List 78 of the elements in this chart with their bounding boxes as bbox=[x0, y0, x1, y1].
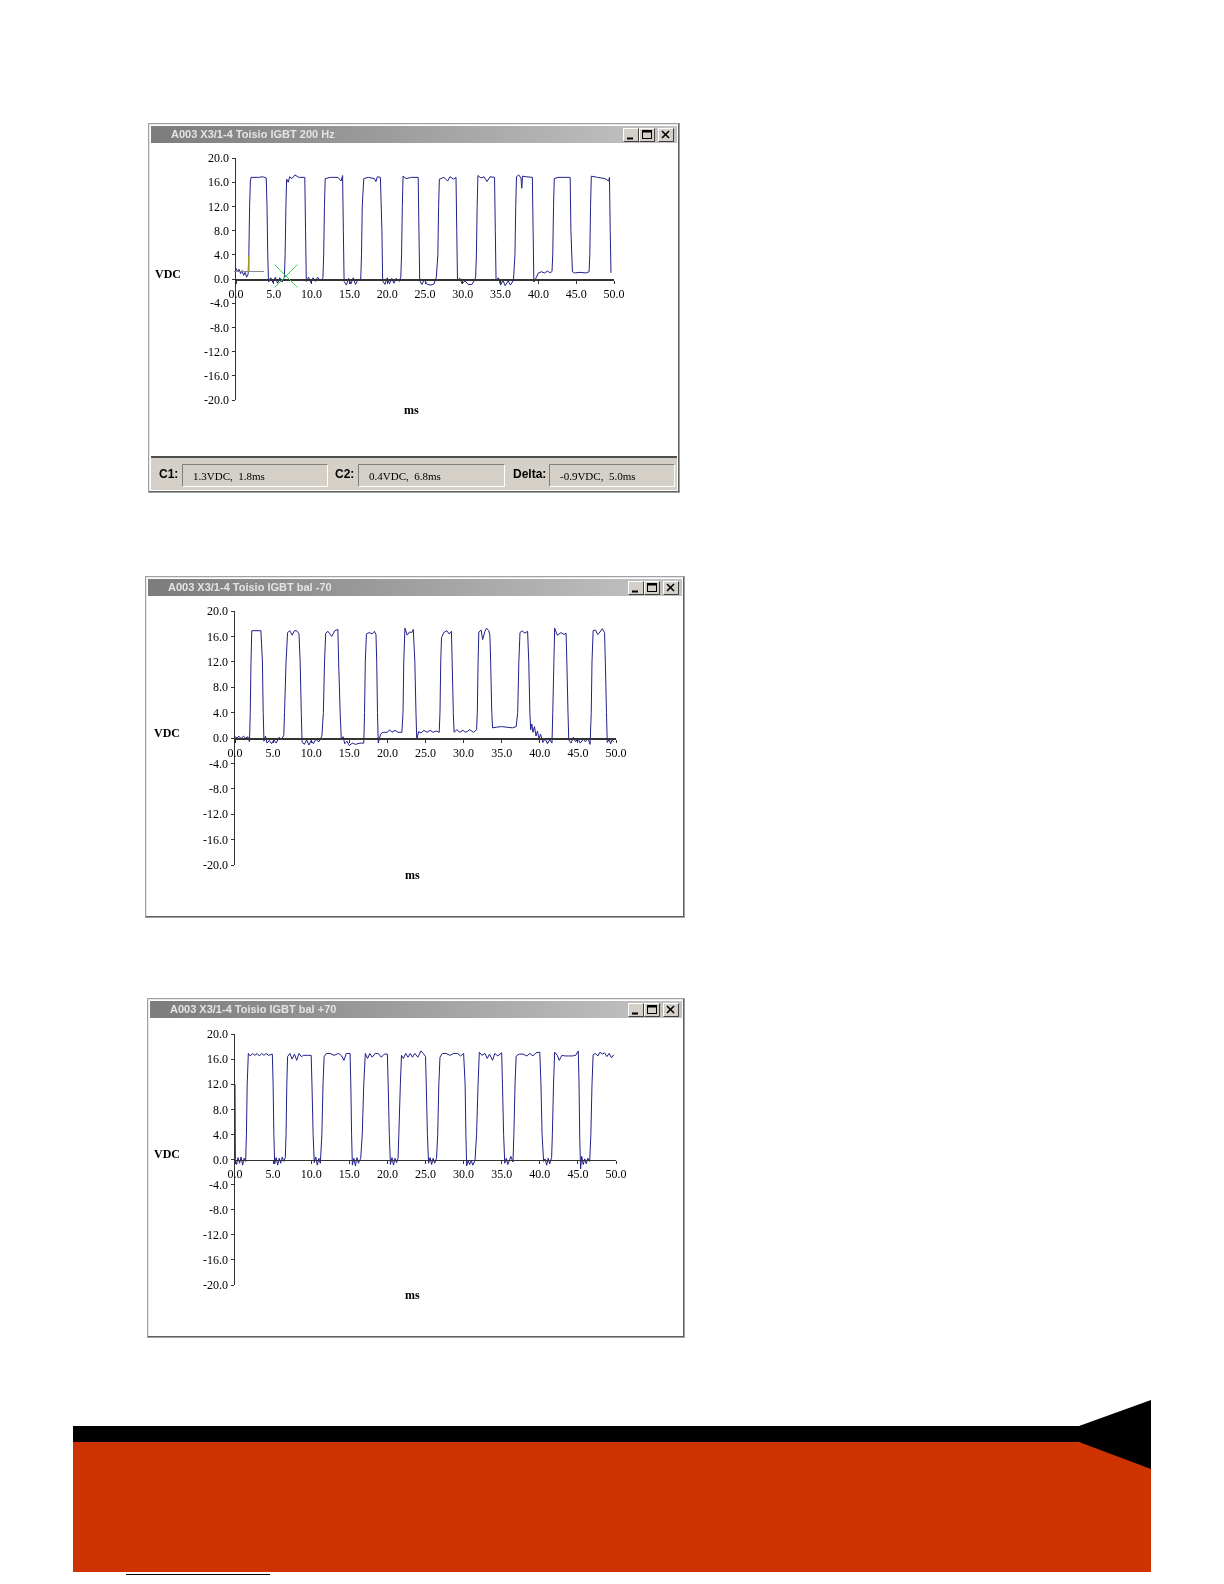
x-tick-label: 5.0 bbox=[265, 745, 281, 760]
text: Delta: bbox=[513, 467, 547, 481]
y-tick-label: -4.0 bbox=[210, 296, 230, 311]
y-tick-label: 12.0 bbox=[208, 199, 230, 214]
x-tick-label: 15.0 bbox=[338, 286, 360, 301]
x-tick-label: 20.0 bbox=[376, 286, 398, 301]
x-tick-label: 15.0 bbox=[338, 745, 360, 760]
y-tick-label: 8.0 bbox=[214, 223, 230, 238]
y-tick-label: -16.0 bbox=[203, 832, 229, 847]
x-tick-label: 10.0 bbox=[300, 745, 322, 760]
y-axis-title: VDC bbox=[154, 1147, 180, 1161]
y-axis-title: VDC bbox=[155, 267, 181, 281]
text: -0.9VDC, 5.0ms bbox=[549, 464, 675, 487]
x-tick-label: 15.0 bbox=[338, 1167, 360, 1182]
x-tick-label: 30.0 bbox=[452, 286, 474, 301]
y-tick-label: -20.0 bbox=[203, 858, 229, 873]
x-tick-label: 40.0 bbox=[529, 1167, 551, 1182]
x-tick-label: 25.0 bbox=[414, 286, 436, 301]
x-tick-label: 5.0 bbox=[265, 1167, 281, 1182]
x-tick-label: 40.0 bbox=[529, 745, 551, 760]
x-tick-label: 50.0 bbox=[603, 286, 625, 301]
x-tick-label: 50.0 bbox=[605, 1167, 627, 1182]
text: C2: bbox=[335, 467, 355, 481]
x-tick-label: 5.0 bbox=[266, 286, 282, 301]
chart-title: A003 X3/1-4 Toisio IGBT 200 Hz bbox=[171, 128, 335, 140]
y-tick-label: -12.0 bbox=[203, 1228, 229, 1242]
y-tick-label: -4.0 bbox=[209, 756, 229, 771]
x-tick-label: 25.0 bbox=[415, 1167, 436, 1182]
x-tick-label: 40.0 bbox=[527, 286, 549, 301]
x-tick-label: 30.0 bbox=[453, 745, 475, 760]
chart-title: A003 X3/1-4 Toisio IGBT bal +70 bbox=[170, 1003, 337, 1015]
y-tick-label: 4.0 bbox=[214, 248, 230, 262]
x-tick-label: 20.0 bbox=[376, 1167, 398, 1182]
y-tick-label: 20.0 bbox=[207, 604, 229, 619]
y-tick-label: -16.0 bbox=[204, 369, 230, 383]
x-tick-label: 10.0 bbox=[301, 286, 323, 301]
y-tick-label: -12.0 bbox=[204, 344, 230, 359]
x-tick-label: 10.0 bbox=[300, 1167, 322, 1182]
x-tick-label: 45.0 bbox=[567, 745, 589, 760]
y-tick-label: -8.0 bbox=[209, 782, 229, 796]
y-tick-label: -20.0 bbox=[204, 393, 230, 408]
x-tick-label: 50.0 bbox=[605, 745, 627, 760]
y-tick-label: -16.0 bbox=[203, 1253, 229, 1268]
y-tick-label: -8.0 bbox=[210, 320, 230, 335]
y-tick-label: 16.0 bbox=[207, 1052, 229, 1067]
y-tick-label: 4.0 bbox=[213, 705, 229, 720]
text: C1: bbox=[159, 467, 179, 481]
x-tick-label: 30.0 bbox=[453, 1167, 475, 1182]
y-tick-label: -4.0 bbox=[209, 1177, 229, 1192]
y-tick-label: 16.0 bbox=[207, 629, 229, 644]
y-tick-label: -12.0 bbox=[203, 807, 229, 822]
x-tick-label: 35.0 bbox=[490, 286, 512, 301]
x-tick-label: 45.0 bbox=[565, 286, 587, 301]
x-axis-title: ms bbox=[405, 868, 420, 882]
x-tick-label: 35.0 bbox=[491, 1167, 513, 1182]
x-tick-label: 35.0 bbox=[491, 745, 513, 760]
y-tick-label: 0.0 bbox=[213, 1152, 229, 1167]
x-tick-label: 20.0 bbox=[376, 745, 398, 760]
y-tick-label: 8.0 bbox=[213, 1102, 229, 1117]
y-tick-label: 16.0 bbox=[208, 175, 230, 190]
x-tick-label: 45.0 bbox=[567, 1167, 589, 1182]
text: 0.4VDC, 6.8ms bbox=[358, 464, 505, 487]
y-tick-label: 8.0 bbox=[213, 680, 229, 695]
x-axis-title: ms bbox=[404, 403, 419, 417]
y-tick-label: 12.0 bbox=[207, 655, 229, 669]
y-tick-label: 0.0 bbox=[214, 272, 230, 287]
y-tick-label: 20.0 bbox=[207, 1027, 229, 1042]
y-tick-label: 4.0 bbox=[213, 1127, 229, 1142]
y-tick-label: 12.0 bbox=[207, 1077, 229, 1092]
x-axis-title: ms bbox=[405, 1288, 420, 1302]
y-tick-label: -20.0 bbox=[203, 1278, 229, 1293]
chart-title: A003 X3/1-4 Toisio IGBT bal -70 bbox=[168, 581, 332, 593]
y-tick-label: -8.0 bbox=[209, 1202, 229, 1217]
y-tick-label: 0.0 bbox=[213, 731, 229, 746]
text: 1.3VDC, 1.8ms bbox=[182, 464, 328, 487]
x-tick-label: 25.0 bbox=[415, 745, 436, 760]
y-tick-label: 20.0 bbox=[208, 151, 230, 166]
y-axis-title: VDC bbox=[154, 726, 180, 740]
